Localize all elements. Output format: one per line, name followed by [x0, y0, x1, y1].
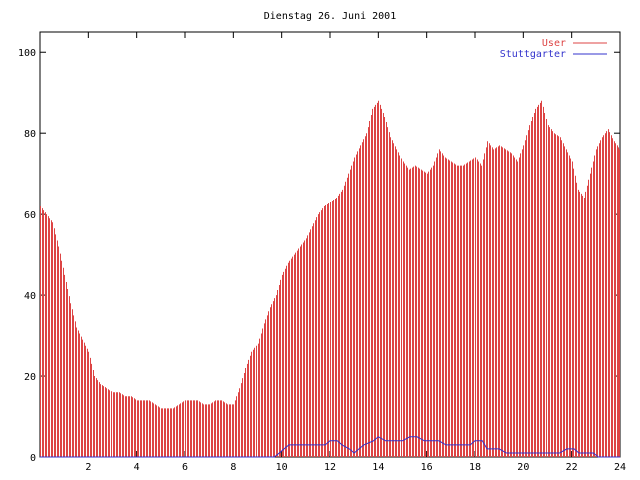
- x-tick-label: 22: [566, 462, 578, 473]
- x-tick-label: 4: [134, 462, 140, 473]
- x-tick-label: 6: [182, 462, 188, 473]
- y-tick-label: 40: [24, 291, 36, 302]
- x-tick-label: 2: [85, 462, 91, 473]
- x-tick-label: 18: [469, 462, 481, 473]
- x-tick-label: 8: [230, 462, 236, 473]
- y-tick-label: 60: [24, 210, 36, 221]
- y-tick-label: 20: [24, 372, 36, 383]
- stuttgarter-line: [40, 436, 620, 458]
- x-tick-label: 24: [614, 462, 626, 473]
- x-tick-label: 16: [421, 462, 433, 473]
- y-tick-label: 80: [24, 129, 36, 140]
- x-tick-label: 12: [324, 462, 336, 473]
- chart-title: Dienstag 26. Juni 2001: [264, 11, 396, 22]
- y-tick-label: 0: [30, 453, 36, 464]
- legend-label: User: [542, 38, 566, 49]
- legend-label: Stuttgarter: [500, 49, 566, 60]
- x-tick-label: 14: [372, 462, 384, 473]
- x-tick-label: 10: [276, 462, 288, 473]
- user-impulses: [40, 100, 620, 457]
- x-tick-label: 20: [517, 462, 529, 473]
- stuttgarter-line-group: [40, 436, 620, 458]
- y-tick-label: 100: [18, 48, 36, 59]
